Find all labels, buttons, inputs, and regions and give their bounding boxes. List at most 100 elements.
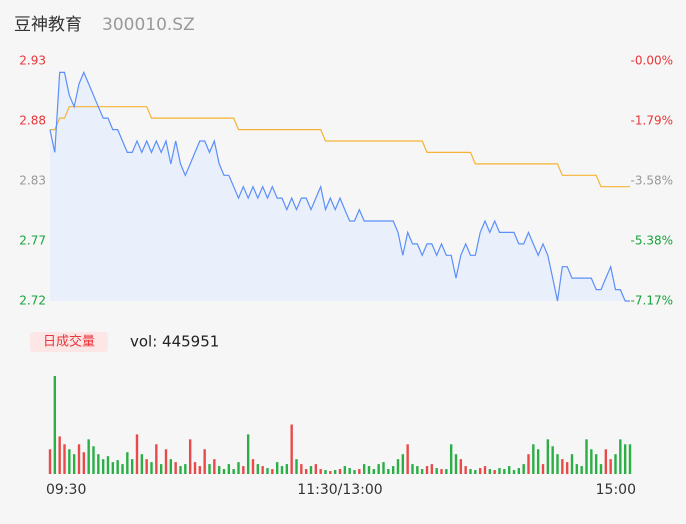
y-tick-label: 2.77	[19, 234, 46, 248]
volume-bar	[478, 468, 482, 474]
volume-bar	[474, 470, 477, 474]
volume-bar	[126, 452, 129, 474]
volume-bar	[469, 469, 472, 474]
volume-bar	[304, 469, 308, 474]
volume-bar	[507, 466, 511, 474]
volume-bar	[333, 470, 337, 474]
x-tick-label: 15:00	[596, 482, 636, 498]
volume-bar	[261, 466, 264, 474]
x-tick-label: 11:30/13:00	[297, 482, 382, 498]
volume-bar	[623, 444, 627, 474]
volume-badge: 日成交量	[43, 334, 95, 350]
volume-bar	[164, 449, 168, 474]
volume-bar	[251, 459, 255, 474]
y2-tick-label: -0.00%	[631, 54, 673, 68]
volume-bar	[309, 466, 313, 474]
y-tick-label: 2.72	[19, 294, 46, 308]
volume-bar	[246, 434, 250, 474]
volume-bar	[459, 459, 463, 474]
volume-bar	[570, 454, 574, 474]
volume-bar	[188, 439, 192, 474]
volume-bar	[561, 459, 564, 474]
volume-bar	[483, 466, 487, 474]
volume-bar	[271, 469, 274, 474]
volume-bar	[48, 449, 52, 474]
volume-bar	[222, 469, 226, 474]
volume-bar	[396, 459, 400, 474]
volume-bar	[594, 454, 598, 474]
y-tick-label: 2.88	[19, 114, 46, 128]
volume-bar	[290, 424, 293, 474]
volume-bar	[121, 464, 124, 474]
volume-bar	[130, 459, 134, 474]
volume-bar	[343, 466, 347, 474]
volume-bar	[198, 466, 202, 474]
volume-bar	[97, 454, 100, 474]
volume-bar	[372, 469, 376, 474]
volume-bar	[628, 444, 632, 474]
volume-bar	[193, 462, 197, 474]
price-line	[49, 70, 630, 302]
volume-bar	[454, 454, 458, 474]
volume-bar	[619, 439, 622, 474]
volume-bar	[411, 464, 414, 474]
volume-bar	[353, 470, 356, 474]
volume-bar	[319, 469, 322, 474]
volume-bar	[63, 444, 66, 474]
y2-tick-label: -3.58%	[631, 173, 673, 187]
volume-bar	[324, 470, 327, 474]
volume-bar	[338, 469, 342, 474]
volume-bar	[285, 464, 289, 474]
volume-bar	[614, 454, 617, 474]
volume-bar	[155, 444, 158, 474]
volume-bar	[174, 462, 177, 474]
y-tick-label: 2.83	[19, 174, 46, 188]
volume-bar	[416, 466, 419, 474]
volume-bar	[295, 459, 298, 474]
volume-bar	[401, 454, 405, 474]
volume-bar	[498, 468, 501, 474]
volume-bar	[116, 460, 119, 474]
volume-bar	[300, 464, 303, 474]
volume-bar	[599, 464, 603, 474]
volume-bar	[140, 454, 144, 474]
volume-bar	[87, 439, 90, 474]
volume-bar	[145, 459, 148, 474]
volume-bar	[58, 436, 61, 474]
x-tick-label: 09:30	[46, 482, 86, 498]
volume-bar	[406, 444, 409, 474]
volume-bar	[493, 470, 496, 474]
volume-bar	[358, 469, 361, 474]
volume-bar	[72, 454, 76, 474]
volume-bar	[242, 466, 245, 474]
volume-bar	[503, 469, 506, 474]
volume-bar	[275, 462, 279, 474]
y2-tick-label: -5.38%	[631, 234, 673, 248]
volume-bar	[329, 471, 332, 474]
y2-tick-label: -1.79%	[631, 113, 673, 127]
volume-bar	[556, 454, 559, 474]
volume-bar	[280, 466, 284, 474]
volume-bar	[565, 462, 569, 474]
volume-bar	[203, 449, 206, 474]
volume-bar	[435, 468, 438, 474]
volume-bar	[150, 462, 153, 474]
volume-bar	[387, 469, 390, 474]
volume-bar	[101, 459, 105, 474]
volume-bar	[179, 466, 182, 474]
volume-bar	[575, 464, 579, 474]
volume-bar	[585, 439, 588, 474]
stock-code: 300010.SZ	[102, 15, 195, 35]
volume-bar	[135, 434, 139, 474]
volume-bar	[522, 464, 525, 474]
volume-bar	[377, 464, 380, 474]
volume-bar	[208, 464, 211, 474]
volume-bar	[237, 462, 240, 474]
volume-bar	[590, 449, 593, 474]
volume-bar	[82, 452, 86, 474]
volume-bar	[609, 459, 612, 474]
volume-bar	[536, 449, 540, 474]
volume-bar	[367, 466, 371, 474]
stock-name: 豆神教育	[14, 15, 82, 35]
